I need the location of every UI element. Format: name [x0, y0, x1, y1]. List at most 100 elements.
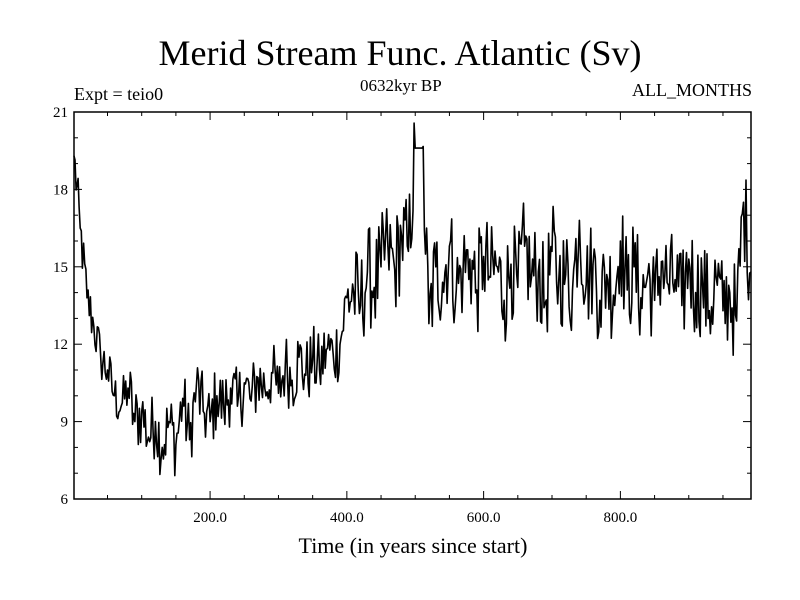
y-tick-label: 21: [53, 105, 68, 121]
data-point: [688, 258, 690, 260]
data-point: [585, 284, 587, 286]
data-point: [359, 304, 362, 307]
x-axis-label: Time (in years since start): [299, 533, 528, 558]
data-point: [455, 289, 457, 291]
data-point: [599, 299, 601, 301]
data-point: [674, 279, 676, 281]
data-point: [476, 289, 478, 291]
y-tick-label: 12: [53, 337, 68, 353]
data-point: [229, 387, 232, 389]
data-point: [483, 255, 485, 258]
data-point: [271, 371, 273, 374]
data-point: [667, 284, 669, 286]
data-point: [496, 266, 498, 268]
data-point: [619, 240, 621, 242]
data-point: [353, 292, 355, 294]
data-point: [236, 405, 239, 407]
data-point: [551, 250, 553, 252]
data-point: [216, 395, 218, 397]
y-tick-label: 6: [61, 492, 69, 508]
data-point: [517, 286, 519, 289]
data-point: [435, 266, 437, 268]
data-point: [113, 395, 115, 397]
data-point: [736, 320, 738, 322]
data-point: [223, 408, 225, 410]
data-point: [380, 266, 382, 268]
data-point: [653, 299, 656, 301]
x-tick-label: 800.0: [604, 510, 638, 526]
data-point: [558, 279, 560, 281]
data-point: [462, 268, 464, 270]
data-point: [106, 369, 109, 371]
plot-frame: [73, 111, 752, 500]
data-point: [510, 263, 512, 265]
data-point: [141, 410, 143, 412]
data-point: [120, 405, 122, 407]
data-point: [681, 304, 683, 307]
data-point: [544, 302, 546, 304]
data-point: [257, 377, 259, 379]
data-point: [127, 387, 129, 389]
y-tick-label: 9: [61, 415, 69, 431]
data-point: [394, 268, 396, 270]
experiment-label: Expt = teio0: [74, 84, 164, 104]
data-point: [695, 292, 697, 294]
data-point: [612, 294, 615, 296]
data-point: [722, 310, 724, 312]
data-point: [729, 292, 731, 294]
data-point: [606, 273, 608, 276]
data-point: [168, 421, 170, 423]
data-point: [161, 446, 163, 448]
data-point: [188, 439, 191, 441]
y-tick-labels: 6 9 12 15 18 21: [53, 105, 69, 508]
data-point: [373, 286, 375, 289]
data-point: [284, 364, 286, 366]
data-point: [134, 421, 136, 423]
data-point: [571, 289, 574, 291]
data-point: [715, 276, 717, 278]
data-point: [100, 356, 102, 358]
data-point: [537, 271, 539, 273]
data-point: [448, 245, 451, 247]
data-point: [750, 271, 752, 273]
chart-subtitle: 0632kyr BP: [360, 76, 442, 95]
data-point: [325, 348, 327, 350]
data-point: [742, 201, 745, 203]
data-point: [93, 325, 95, 327]
data-point: [195, 384, 198, 387]
data-point: [647, 273, 649, 276]
series-line: [73, 122, 752, 477]
data-point: [592, 263, 594, 265]
y-tick-label: 15: [53, 260, 68, 276]
data-point: [414, 147, 416, 149]
data-point: [209, 421, 211, 423]
data-point: [147, 436, 150, 438]
data-point: [489, 276, 492, 278]
x-tick-label: 200.0: [193, 510, 227, 526]
data-point: [400, 235, 403, 237]
data-point: [578, 219, 580, 221]
data-point: [708, 310, 710, 312]
data-point: [346, 297, 348, 299]
data-point: [298, 356, 300, 358]
data-point: [79, 227, 81, 229]
y-tick-label: 18: [53, 182, 68, 198]
axis-ticks: [74, 111, 751, 500]
data-point: [640, 297, 642, 299]
data-point: [175, 444, 177, 446]
data-point: [530, 276, 533, 278]
series-group: [73, 122, 752, 477]
data-point: [243, 382, 245, 384]
chart-title: Merid Stream Func. Atlantic (Sv): [158, 33, 642, 73]
data-point: [626, 289, 628, 291]
data-point: [277, 392, 280, 394]
data-point: [428, 322, 430, 325]
data-point: [332, 353, 334, 356]
data-point: [660, 261, 663, 263]
x-tick-labels: 200.0 400.0 600.0 800.0: [193, 510, 637, 526]
data-point: [565, 273, 567, 276]
data-point: [524, 245, 526, 247]
x-tick-label: 400.0: [330, 510, 364, 526]
data-point: [421, 147, 423, 149]
